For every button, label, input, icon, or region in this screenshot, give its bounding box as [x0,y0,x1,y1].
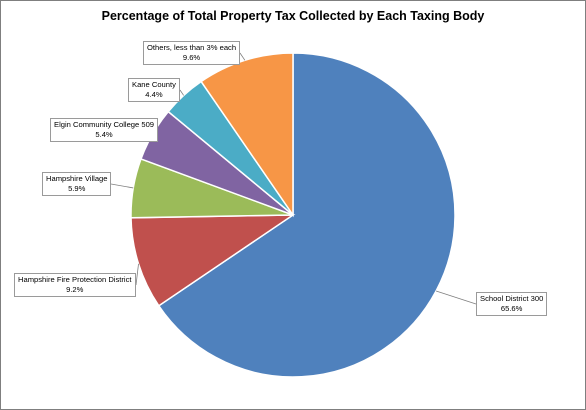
data-label-value: 9.6% [182,53,201,62]
data-label-2: Hampshire Fire Protection District 9.2% [14,273,136,297]
data-label-category: Kane County [132,80,176,89]
data-label-6: Others, less than 3% each 9.6% [143,41,241,65]
leader-line-3 [110,183,134,189]
data-label-category: Elgin Community College 509 [54,120,155,129]
pie-slice-1 [157,52,456,378]
data-label-category: Others, less than 3% each [147,43,237,52]
data-label-3: Hampshire Village 5.9% [42,172,112,196]
leader-line-2 [135,263,139,286]
chart-title: Percentage of Total Property Tax Collect… [101,9,485,23]
leader-line-6 [239,52,246,61]
data-label-category: School District 300 [480,294,544,303]
data-label-category: Hampshire Fire Protection District [18,275,132,284]
data-label-category: Hampshire Village [46,174,108,183]
data-label-5: Kane County 4.4% [128,78,180,102]
data-label-4: Elgin Community College 509 5.4% [50,118,159,142]
data-label-value: 5.4% [95,130,113,139]
data-label-1: School District 300 65.6% [476,292,548,316]
data-label-value: 5.9% [68,184,86,193]
leader-line-1 [435,290,477,305]
leader-line-5 [179,89,185,96]
data-label-value: 65.6% [500,304,523,313]
data-label-value: 4.4% [145,90,163,99]
pie-slice-2 [130,214,296,307]
data-label-value: 9.2% [66,285,84,294]
